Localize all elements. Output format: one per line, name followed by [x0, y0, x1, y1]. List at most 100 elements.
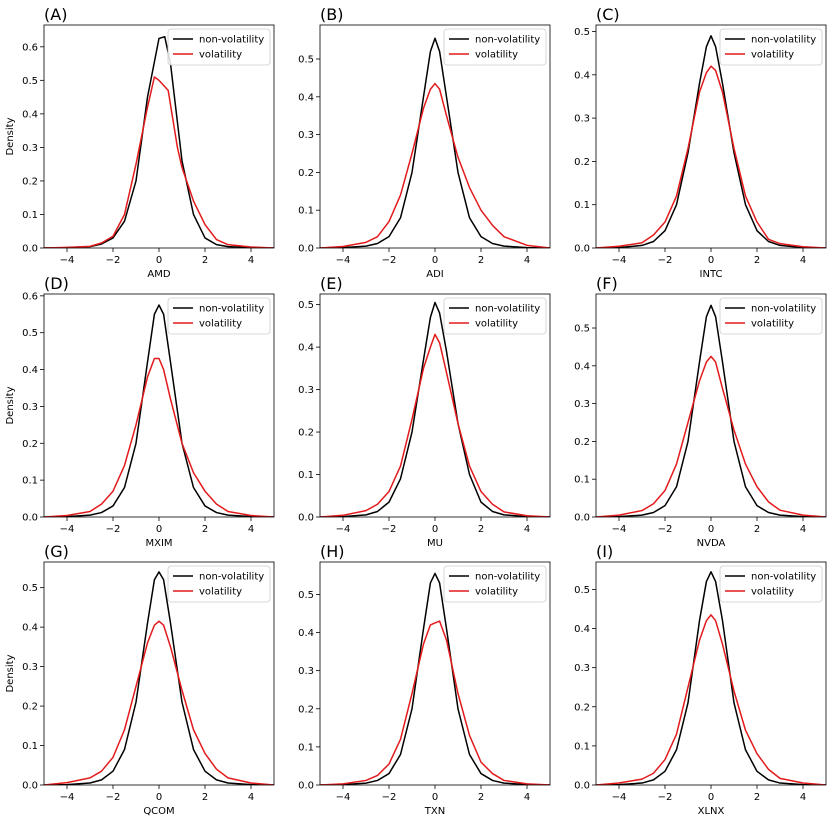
y-tick-label: 0.4 — [22, 623, 38, 634]
y-tick-label: 0.4 — [22, 109, 38, 120]
y-tick-label: 0.0 — [574, 781, 590, 792]
y-tick-label: 0.0 — [298, 513, 314, 524]
series-line-volatility — [596, 65, 826, 248]
y-axis-label: Density — [5, 654, 16, 692]
legend-box — [443, 297, 547, 335]
x-tick-label: 4 — [800, 792, 806, 803]
x-tick-label: 4 — [524, 255, 530, 266]
legend-entry-volatility: volatility — [751, 50, 794, 61]
y-tick-label: 0.2 — [22, 439, 38, 450]
legend-box — [719, 565, 823, 603]
x-axis-label: MXIM — [145, 538, 172, 549]
y-axis-label: Density — [5, 386, 16, 424]
legend-entry-non-volatility: non-volatility — [751, 572, 816, 583]
y-tick-label: 0.1 — [298, 206, 314, 217]
legend-entry-non-volatility: non-volatility — [475, 572, 540, 583]
y-tick-label: 0.3 — [574, 399, 590, 410]
legend-box — [443, 28, 547, 66]
y-tick-label: 0.3 — [22, 662, 38, 673]
series-line-non-volatility — [596, 35, 826, 248]
y-tick-label: 0.5 — [22, 583, 38, 594]
series-line-non-volatility — [320, 37, 550, 248]
legend-entry-non-volatility: non-volatility — [199, 304, 264, 315]
y-tick-label: 0.6 — [22, 42, 38, 53]
y-tick-label: 0.5 — [22, 76, 38, 87]
y-tick-label: 0.1 — [298, 742, 314, 753]
y-tick-label: 0.1 — [22, 741, 38, 752]
y-tick-label: 0.5 — [574, 27, 590, 38]
y-tick-label: 0.1 — [22, 210, 38, 221]
y-tick-label: 0.4 — [298, 628, 314, 639]
legend-box — [167, 297, 271, 335]
series-line-non-volatility — [44, 571, 274, 785]
x-tick-label: 0 — [708, 792, 714, 803]
x-tick-label: −2 — [382, 524, 397, 535]
y-tick-label: 0.6 — [22, 291, 38, 302]
x-tick-label: 2 — [754, 255, 760, 266]
y-tick-label: 0.0 — [22, 781, 38, 792]
x-tick-label: −4 — [60, 255, 75, 266]
series-line-volatility — [596, 355, 826, 517]
x-tick-label: −4 — [60, 792, 75, 803]
y-tick-label: 0.5 — [574, 585, 590, 596]
x-tick-label: −4 — [612, 255, 627, 266]
x-tick-label: −4 — [612, 524, 627, 535]
y-tick-label: 0.1 — [298, 470, 314, 481]
x-tick-label: 2 — [478, 792, 484, 803]
legend: non-volatility volatility — [443, 28, 547, 66]
x-tick-label: −2 — [106, 255, 121, 266]
legend-entry-volatility: volatility — [199, 587, 242, 598]
x-axis-label: NVDA — [697, 538, 726, 549]
legend-entry-volatility: volatility — [475, 319, 518, 330]
y-tick-label: 0.0 — [22, 513, 38, 524]
x-tick-label: −2 — [658, 524, 673, 535]
y-tick-label: 0.5 — [22, 328, 38, 339]
legend: non-volatility volatility — [167, 28, 271, 66]
legend: non-volatility volatility — [443, 565, 547, 603]
x-tick-label: 0 — [432, 255, 438, 266]
x-tick-label: 4 — [800, 255, 806, 266]
y-axis-label: Density — [5, 117, 16, 155]
panel-label: (C) — [596, 5, 620, 24]
legend-entry-non-volatility: non-volatility — [475, 304, 540, 315]
x-tick-label: 0 — [156, 792, 162, 803]
panel-label: (H) — [320, 542, 345, 561]
panel-b: −4 −2 0 2 4 0.0 0.1 0.2 0.3 0.4 0.5 (B) ADI non-volat… — [298, 5, 551, 280]
y-tick-label: 0.4 — [298, 343, 314, 354]
y-tick-label: 0.0 — [22, 244, 38, 255]
y-tick-label: 0.1 — [574, 475, 590, 486]
series-line-volatility — [44, 357, 274, 517]
legend-box — [167, 565, 271, 603]
y-tick-label: 0.3 — [298, 130, 314, 141]
y-tick-label: 0.5 — [298, 590, 314, 601]
panel-label: (B) — [320, 5, 343, 24]
series-line-non-volatility — [320, 301, 550, 517]
legend-entry-volatility: volatility — [199, 319, 242, 330]
y-tick-label: 0.1 — [22, 476, 38, 487]
panel-e: −4 −2 0 2 4 0.0 0.1 0.2 0.3 0.4 0.5 (E) MU non-volati… — [298, 274, 551, 549]
x-tick-label: 0 — [708, 255, 714, 266]
x-tick-label: 4 — [800, 524, 806, 535]
y-tick-label: 0.0 — [574, 244, 590, 255]
panel-label: (D) — [44, 274, 69, 293]
x-tick-label: 0 — [156, 255, 162, 266]
y-tick-label: 0.0 — [574, 513, 590, 524]
panel-d: −4 −2 0 2 4 0.0 0.1 0.2 0.3 0.4 0.5 0.6 (D) MXIM Densi… — [5, 274, 275, 549]
series-line-volatility — [320, 333, 550, 517]
series-line-volatility — [320, 82, 550, 248]
y-tick-label: 0.2 — [298, 168, 314, 179]
x-tick-label: 0 — [432, 792, 438, 803]
y-tick-label: 0.4 — [574, 361, 590, 372]
x-axis-label: TXN — [424, 806, 445, 817]
legend-entry-non-volatility: non-volatility — [199, 35, 264, 46]
series-line-volatility — [44, 620, 274, 785]
x-axis-label: ADI — [426, 269, 444, 280]
y-tick-label: 0.2 — [574, 702, 590, 713]
panel-c: −4 −2 0 2 4 0.0 0.1 0.2 0.3 0.4 0.5 (C) INTC non-vola… — [574, 5, 827, 280]
x-tick-label: −2 — [106, 792, 121, 803]
legend-entry-volatility: volatility — [751, 319, 794, 330]
panel-g: −4 −2 0 2 4 0.0 0.1 0.2 0.3 0.4 0.5 (G) QCOM Density n… — [5, 542, 275, 817]
y-tick-label: 0.5 — [574, 324, 590, 335]
y-tick-label: 0.4 — [574, 70, 590, 81]
